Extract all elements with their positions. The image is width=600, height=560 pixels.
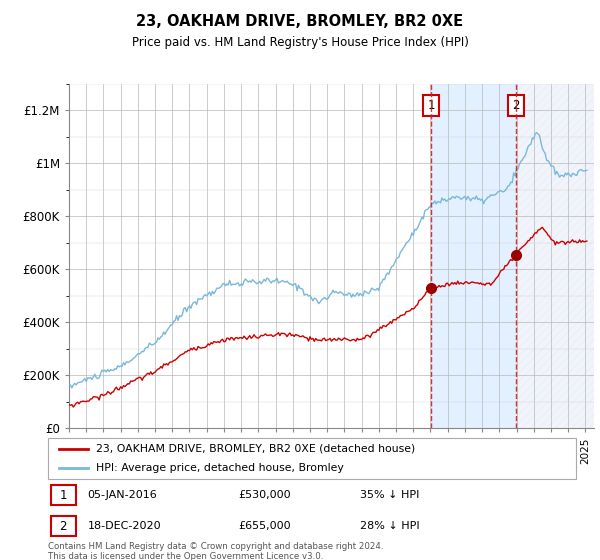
Text: £655,000: £655,000 bbox=[238, 521, 291, 531]
FancyBboxPatch shape bbox=[50, 485, 76, 505]
Bar bbox=[431, 84, 516, 428]
Text: Price paid vs. HM Land Registry's House Price Index (HPI): Price paid vs. HM Land Registry's House … bbox=[131, 36, 469, 49]
Text: 05-JAN-2016: 05-JAN-2016 bbox=[88, 490, 157, 500]
Text: HPI: Average price, detached house, Bromley: HPI: Average price, detached house, Brom… bbox=[95, 463, 343, 473]
Text: £530,000: £530,000 bbox=[238, 490, 291, 500]
Text: 23, OAKHAM DRIVE, BROMLEY, BR2 0XE (detached house): 23, OAKHAM DRIVE, BROMLEY, BR2 0XE (deta… bbox=[95, 444, 415, 454]
Text: 35% ↓ HPI: 35% ↓ HPI bbox=[359, 490, 419, 500]
Text: 2: 2 bbox=[512, 99, 520, 111]
FancyBboxPatch shape bbox=[50, 516, 76, 536]
FancyBboxPatch shape bbox=[48, 438, 576, 479]
Text: 28% ↓ HPI: 28% ↓ HPI bbox=[359, 521, 419, 531]
Text: 23, OAKHAM DRIVE, BROMLEY, BR2 0XE: 23, OAKHAM DRIVE, BROMLEY, BR2 0XE bbox=[136, 14, 464, 29]
Text: Contains HM Land Registry data © Crown copyright and database right 2024.
This d: Contains HM Land Registry data © Crown c… bbox=[48, 542, 383, 560]
Text: 18-DEC-2020: 18-DEC-2020 bbox=[88, 521, 161, 531]
Text: 1: 1 bbox=[427, 99, 435, 111]
Text: 1: 1 bbox=[59, 488, 67, 502]
Text: 2: 2 bbox=[59, 520, 67, 533]
Bar bbox=[516, 84, 594, 428]
